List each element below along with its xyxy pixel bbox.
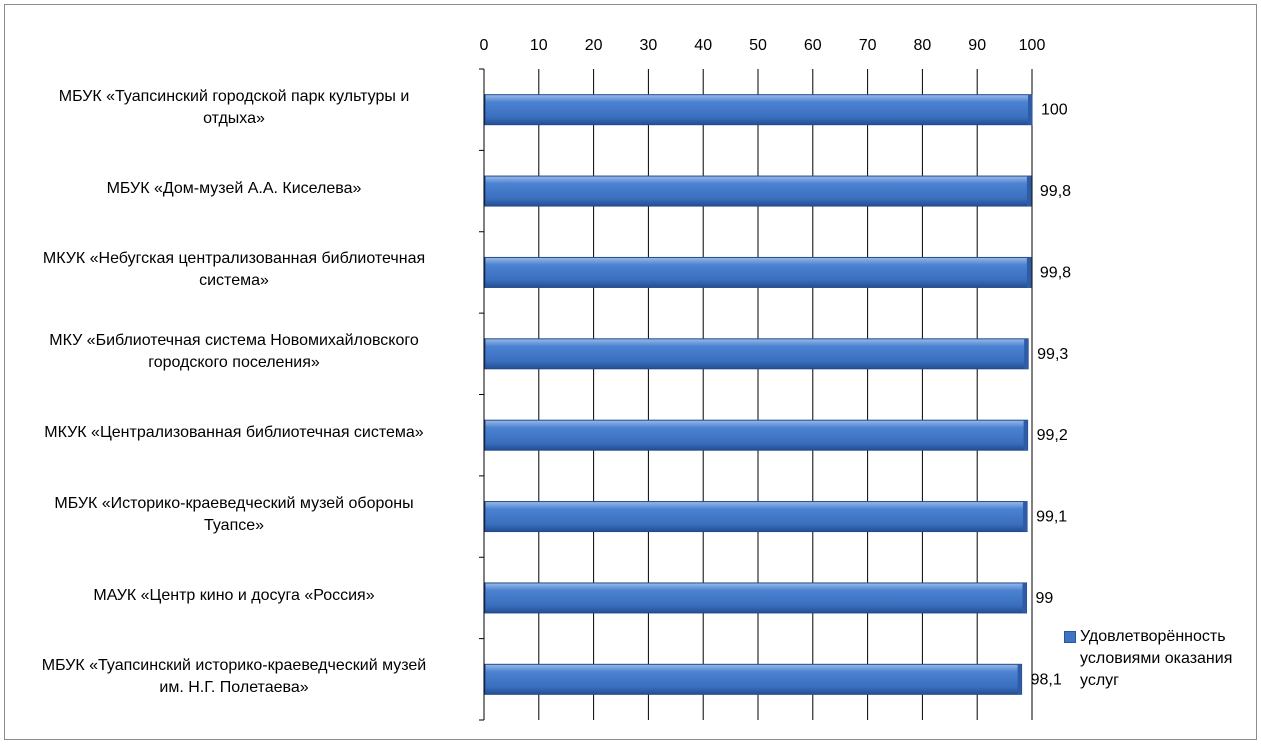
bar-end-cap (1022, 582, 1027, 613)
category-label: МБУК «Туапсинский историко-краеведческий… (41, 657, 427, 697)
category-label: МБУК «Дом-музей А.А. Киселева» (106, 180, 362, 198)
data-label: 99,3 (1037, 346, 1068, 363)
category-label: МБУК «Туапсинский городской парк культур… (58, 87, 410, 127)
bar-end-cap (1026, 176, 1031, 207)
bar (484, 663, 1023, 695)
legend-label: Удовлетворённость условиями оказания усл… (1080, 628, 1233, 689)
data-label: 98,1 (1031, 671, 1062, 688)
bar (484, 338, 1029, 370)
category-label: МКУК «Централизованная библиотечная сист… (44, 424, 424, 442)
bar (484, 175, 1032, 207)
data-label: 99,8 (1040, 264, 1071, 281)
x-tick-label: 60 (804, 37, 822, 54)
data-label: 99,2 (1037, 427, 1068, 444)
x-tick-label: 70 (859, 37, 877, 54)
x-tick-label: 30 (640, 37, 658, 54)
data-label: 99,8 (1040, 183, 1071, 200)
x-axis-ticks: 0 10 20 30 40 50 60 70 80 90 100 (480, 37, 1046, 54)
x-tick-label: 10 (530, 37, 548, 54)
bar (484, 419, 1029, 451)
bar (484, 501, 1028, 533)
bars (484, 94, 1033, 695)
category-label: МБУК «Историко-краеведческий музей оборо… (54, 494, 414, 534)
legend-swatch (1064, 631, 1076, 643)
chart-frame (4, 4, 1257, 740)
category-label: МАУК «Центр кино и досуга «Россия» (93, 586, 375, 604)
data-label: 99 (1036, 590, 1054, 607)
data-label: 99,1 (1036, 509, 1067, 526)
x-tick-label: 90 (968, 37, 986, 54)
data-labels: 100 99,8 99,8 99,3 99,2 99,1 99 98,1 (1031, 102, 1072, 689)
category-label: МКУК «Небугская централизованная библиот… (42, 250, 426, 290)
bar (484, 256, 1032, 288)
bar-end-cap (1023, 420, 1028, 451)
x-tick-label: 0 (480, 37, 489, 54)
data-label: 100 (1041, 102, 1068, 119)
x-tick-label: 100 (1019, 37, 1046, 54)
x-tick-label: 20 (585, 37, 603, 54)
bar (484, 94, 1033, 126)
category-label: МКУ «Библиотечная система Новомихайловск… (49, 331, 419, 371)
bar-end-cap (1024, 338, 1029, 369)
bar-end-cap (1026, 257, 1031, 288)
x-tick-label: 80 (914, 37, 932, 54)
gridlines (479, 68, 1033, 721)
bar-end-cap (1023, 501, 1028, 532)
bar (484, 582, 1028, 614)
bar-end-cap (1028, 94, 1032, 125)
x-tick-label: 50 (749, 37, 767, 54)
x-tick-label: 40 (694, 37, 712, 54)
bar-end-cap (1017, 664, 1022, 695)
